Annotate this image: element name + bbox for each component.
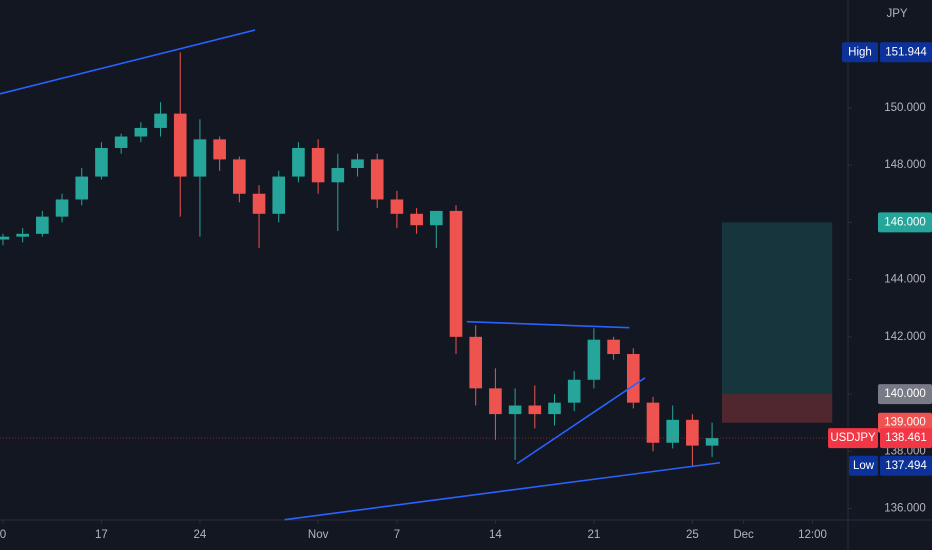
stop-zone xyxy=(721,394,833,423)
price-tag-label: 139.000 xyxy=(884,417,926,429)
candle-body xyxy=(252,193,266,214)
candle-body xyxy=(430,210,443,226)
price-tag xyxy=(878,384,932,405)
candle-body xyxy=(528,405,542,415)
trendline xyxy=(466,320,630,329)
x-tick-label: 0 xyxy=(0,529,6,541)
candle-body xyxy=(36,216,49,234)
marker-value: 137.494 xyxy=(885,460,927,472)
candle-body xyxy=(75,176,89,200)
candle-body xyxy=(548,402,561,415)
candle-body xyxy=(390,199,404,214)
marker-name-box xyxy=(828,428,878,449)
x-tick-label: 14 xyxy=(489,529,502,541)
candle-body xyxy=(666,419,679,443)
marker-value: 138.461 xyxy=(885,432,927,444)
candle-body xyxy=(567,379,581,403)
candle-body xyxy=(134,127,148,137)
candle-body xyxy=(351,159,364,168)
candle-body xyxy=(292,147,305,177)
x-tick-label: Dec xyxy=(733,529,754,541)
candle-body xyxy=(370,159,384,200)
candle-body xyxy=(311,147,325,183)
price-tag-label: 140.000 xyxy=(884,388,926,400)
x-tick-label: 7 xyxy=(394,529,400,541)
y-tick-label: 150.000 xyxy=(884,102,926,114)
x-tick-label: 12:00 xyxy=(798,529,827,541)
candle-body xyxy=(469,336,483,389)
y-tick-label: 144.000 xyxy=(884,274,926,286)
y-tick-label: 136.000 xyxy=(884,503,926,515)
marker-value-box xyxy=(880,428,932,449)
trendline xyxy=(284,461,721,521)
x-tick-label: Nov xyxy=(308,529,329,541)
candle-body xyxy=(272,176,286,214)
marker-value-box xyxy=(880,455,932,476)
candle-body xyxy=(508,405,522,415)
y-tick-label: 142.000 xyxy=(884,331,926,343)
candle-body xyxy=(646,402,660,443)
y-tick-label: 148.000 xyxy=(884,159,926,171)
trendline xyxy=(0,29,256,95)
target-zone xyxy=(721,222,833,395)
price-tag-label: 146.000 xyxy=(884,216,926,228)
candle-body xyxy=(705,438,719,446)
price-tag xyxy=(878,412,932,433)
y-tick-label: 138.000 xyxy=(884,445,926,457)
currency-label: JPY xyxy=(886,8,907,20)
candle-body xyxy=(626,354,640,403)
marker-value: 151.944 xyxy=(885,46,927,58)
x-tick-label: 17 xyxy=(95,529,108,541)
marker-name: USDJPY xyxy=(830,432,876,444)
candle-body xyxy=(154,113,167,128)
candle-body xyxy=(331,167,345,183)
marker-name: Low xyxy=(853,460,875,472)
candle-body xyxy=(95,147,108,177)
marker-name-box xyxy=(842,42,878,63)
candle-body xyxy=(0,236,10,240)
x-tick-label: 25 xyxy=(686,529,699,541)
candle-body xyxy=(173,113,187,177)
candle-body xyxy=(587,339,601,380)
candle-body xyxy=(449,210,463,337)
candle-body xyxy=(193,139,207,177)
candle-body xyxy=(686,419,699,446)
x-tick-label: 24 xyxy=(194,529,207,541)
candle-body xyxy=(16,233,29,237)
trendline xyxy=(516,377,646,465)
candle-body xyxy=(114,136,128,148)
candle-body xyxy=(233,159,246,194)
candle-body xyxy=(213,139,226,160)
candle-body xyxy=(607,339,620,355)
marker-value-box xyxy=(880,42,932,63)
x-tick-label: 21 xyxy=(587,529,600,541)
candle-body xyxy=(410,213,423,226)
candle-body xyxy=(55,199,69,217)
marker-name: High xyxy=(848,46,872,58)
price-tag xyxy=(878,212,932,233)
marker-name-box xyxy=(849,455,878,476)
candle-body xyxy=(489,388,502,415)
